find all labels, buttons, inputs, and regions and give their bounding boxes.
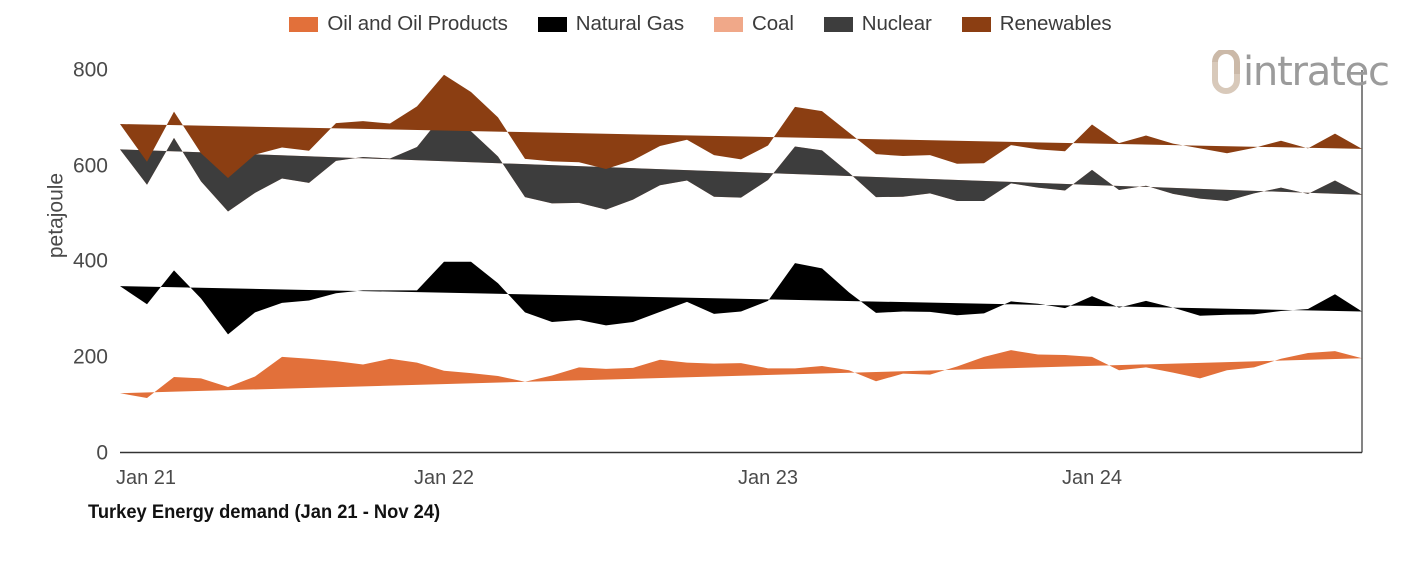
x-tick-label: Jan 24	[1061, 467, 1123, 489]
chart-caption: Turkey Energy demand (Jan 21 - Nov 24)	[88, 501, 441, 523]
area-series-oil-and-oil-products	[120, 350, 1362, 398]
legend-label: Renewables	[999, 12, 1112, 35]
chart-legend: Oil and Oil Products Natural Gas Coal Nucle…	[0, 12, 1401, 35]
intratec-monogram-icon	[1212, 50, 1240, 94]
x-tick-label: Jan 21	[116, 467, 177, 489]
area-series-renewables	[120, 74, 1362, 179]
y-tick-label: 200	[72, 345, 108, 369]
legend-swatch-icon	[289, 16, 319, 32]
y-tick-label: 400	[72, 249, 108, 273]
area-series-nuclear	[120, 113, 1362, 212]
legend-label: Oil and Oil Products	[327, 12, 508, 35]
axis-lines	[120, 70, 1363, 454]
logo-wordmark: intratec	[1243, 49, 1390, 95]
y-tick-label: 600	[72, 154, 108, 178]
legend-swatch-icon	[961, 16, 991, 32]
legend-entry[interactable]: Coal	[714, 12, 794, 35]
legend-swatch-icon	[537, 16, 567, 32]
y-axis-title: petajoule	[44, 172, 68, 259]
intratec-logo[interactable]: intratec	[1205, 50, 1390, 102]
legend-entry[interactable]: Renewables	[961, 12, 1112, 35]
y-tick-label: 800	[72, 58, 108, 82]
x-tick-label: Jan 23	[737, 467, 799, 489]
legend-entry[interactable]: Nuclear	[823, 12, 932, 35]
legend-entry[interactable]: Oil and Oil Products	[289, 12, 508, 35]
legend-swatch-icon	[714, 16, 744, 32]
y-tick-label: 0	[96, 441, 108, 464]
area-series-natural-gas	[120, 261, 1362, 335]
legend-swatch-icon	[823, 16, 853, 32]
x-tick-label: Jan 22	[413, 467, 475, 489]
legend-entry[interactable]: Natural Gas	[537, 12, 685, 35]
y-axis-tick-labels: 0 200 400 600 800	[22, 0, 108, 561]
legend-label: Natural Gas	[575, 12, 685, 35]
legend-label: Nuclear	[861, 12, 932, 35]
area-series-group	[120, 74, 1362, 398]
legend-label: Coal	[752, 12, 794, 35]
